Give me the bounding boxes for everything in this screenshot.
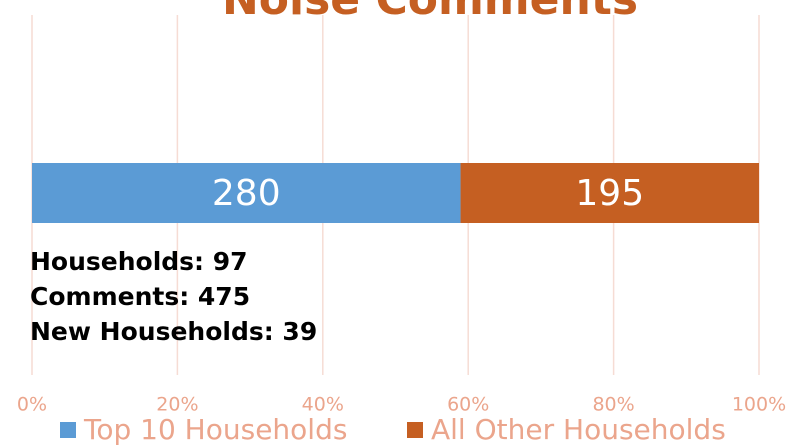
legend-swatch [60, 422, 76, 438]
x-tick-label: 20% [156, 394, 198, 416]
x-tick-label: 0% [17, 394, 47, 416]
legend-label: Top 10 Households [83, 413, 347, 446]
data-label: 195 [575, 173, 644, 214]
annotation: New Households: 39 [30, 317, 317, 346]
x-tick-label: 100% [732, 394, 786, 416]
x-tick-label: 40% [302, 394, 344, 416]
x-tick-label: 60% [447, 394, 489, 416]
legend-swatch [407, 422, 423, 438]
x-tick-label: 80% [592, 394, 634, 416]
data-label: 280 [212, 173, 281, 214]
legend-label: All Other Households [431, 413, 726, 446]
annotation: Households: 97 [30, 247, 248, 276]
annotation: Comments: 475 [30, 282, 250, 311]
bar-segment [460, 163, 759, 223]
bar-segment [32, 163, 461, 223]
chart-title: Noise Comments [222, 0, 638, 25]
